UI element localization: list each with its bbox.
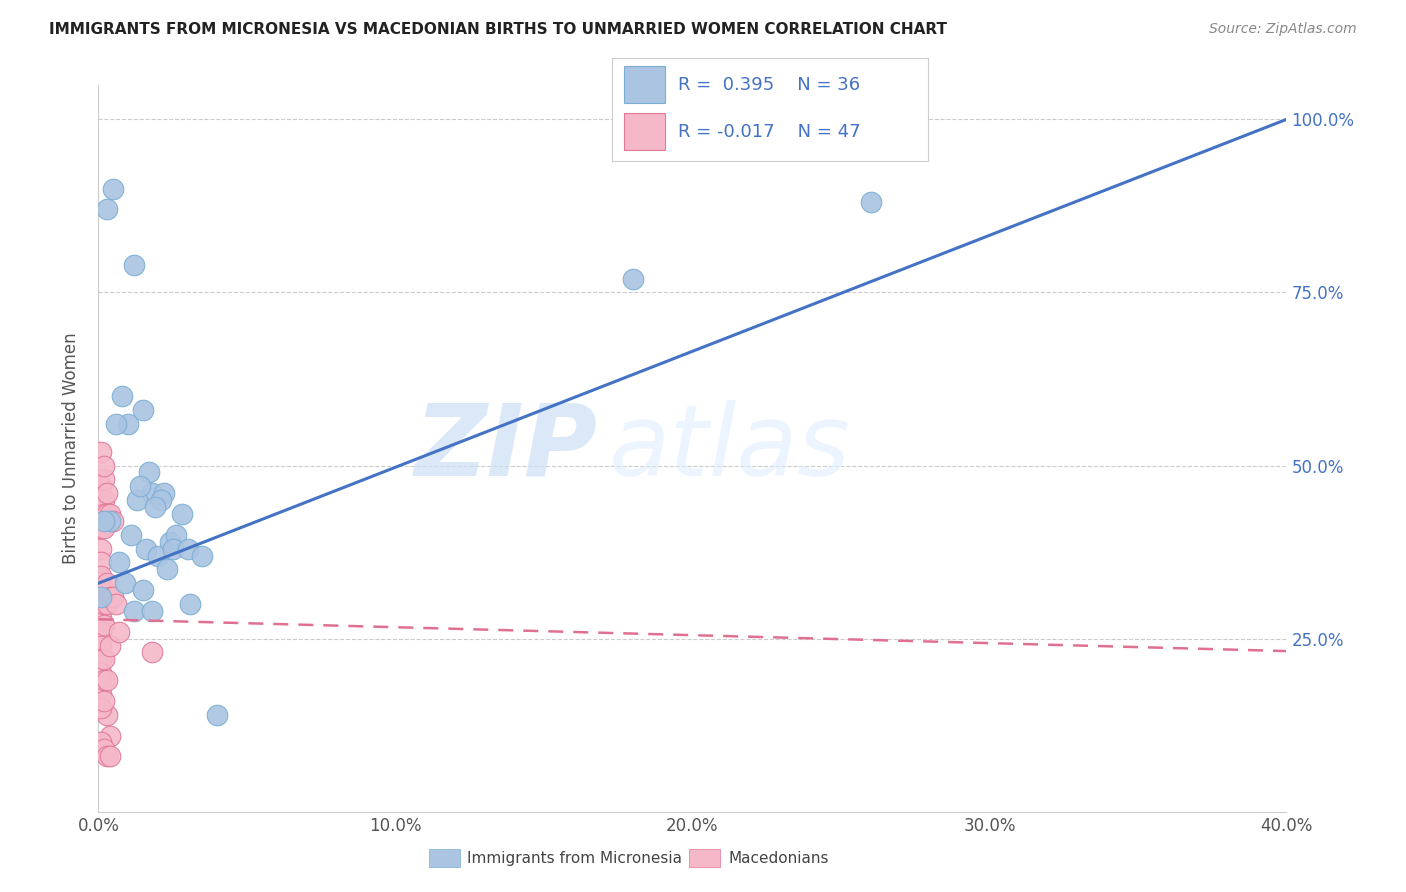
Point [141,486,163,500]
Text: atlas: atlas [609,400,851,497]
Point [93,583,115,598]
Point [96,507,118,521]
Point [105,417,128,431]
Text: Macedonians: Macedonians [728,851,828,865]
Point [90,500,112,514]
Point [96,749,118,764]
Point [170,507,193,521]
Point [156,562,179,576]
Point [90,687,112,701]
Point [90,652,112,666]
Point [149,493,172,508]
Point [122,258,145,272]
Point [141,604,163,618]
Point [96,576,118,591]
Point [90,507,112,521]
Point [205,707,228,722]
Point [105,597,128,611]
Point [132,403,155,417]
Point [90,569,112,583]
Point [98,639,121,653]
Point [96,486,118,500]
Point [90,479,112,493]
Point [93,507,115,521]
Point [117,417,139,431]
Point [120,528,142,542]
Point [98,514,121,528]
Point [90,611,112,625]
Point [93,652,115,666]
Text: ZIP: ZIP [415,400,598,497]
Text: Source: ZipAtlas.com: Source: ZipAtlas.com [1209,22,1357,37]
Point [98,507,121,521]
Point [93,742,115,756]
Point [98,590,121,604]
Point [159,534,181,549]
Point [859,195,882,210]
Point [96,707,118,722]
Point [93,694,115,708]
Point [93,514,115,528]
Point [103,590,125,604]
Point [90,590,112,604]
Point [103,181,125,195]
Point [93,493,115,508]
Point [96,202,118,217]
Point [96,597,118,611]
Point [90,597,112,611]
Point [122,604,145,618]
Text: Immigrants from Micronesia: Immigrants from Micronesia [467,851,682,865]
Point [132,583,155,598]
Point [621,271,644,285]
Point [146,549,169,563]
Point [141,645,163,659]
Point [90,444,112,458]
Point [111,389,134,403]
Point [179,597,201,611]
Point [90,735,112,749]
Point [96,673,118,688]
Text: R = -0.017    N = 47: R = -0.017 N = 47 [678,123,860,141]
Point [135,541,157,556]
Point [143,500,166,514]
Point [108,556,131,570]
Point [98,729,121,743]
Point [90,556,112,570]
Point [90,666,112,681]
Point [114,576,136,591]
Point [90,624,112,639]
Point [90,701,112,715]
FancyBboxPatch shape [624,113,665,150]
Point [93,597,115,611]
Point [103,514,125,528]
Point [90,541,112,556]
Point [90,583,112,598]
Point [129,479,152,493]
Point [162,541,184,556]
Text: R =  0.395    N = 36: R = 0.395 N = 36 [678,76,860,94]
Point [138,466,160,480]
Point [90,521,112,535]
Point [191,549,214,563]
Point [108,624,131,639]
Point [90,639,112,653]
Point [93,472,115,486]
Point [93,673,115,688]
Point [152,486,174,500]
Point [93,617,115,632]
Point [98,749,121,764]
Text: IMMIGRANTS FROM MICRONESIA VS MACEDONIAN BIRTHS TO UNMARRIED WOMEN CORRELATION C: IMMIGRANTS FROM MICRONESIA VS MACEDONIAN… [49,22,948,37]
FancyBboxPatch shape [624,66,665,103]
Point [93,458,115,473]
Y-axis label: Births to Unmarried Women: Births to Unmarried Women [62,333,80,564]
Point [93,521,115,535]
Point [125,493,148,508]
Point [165,528,187,542]
Point [176,541,198,556]
